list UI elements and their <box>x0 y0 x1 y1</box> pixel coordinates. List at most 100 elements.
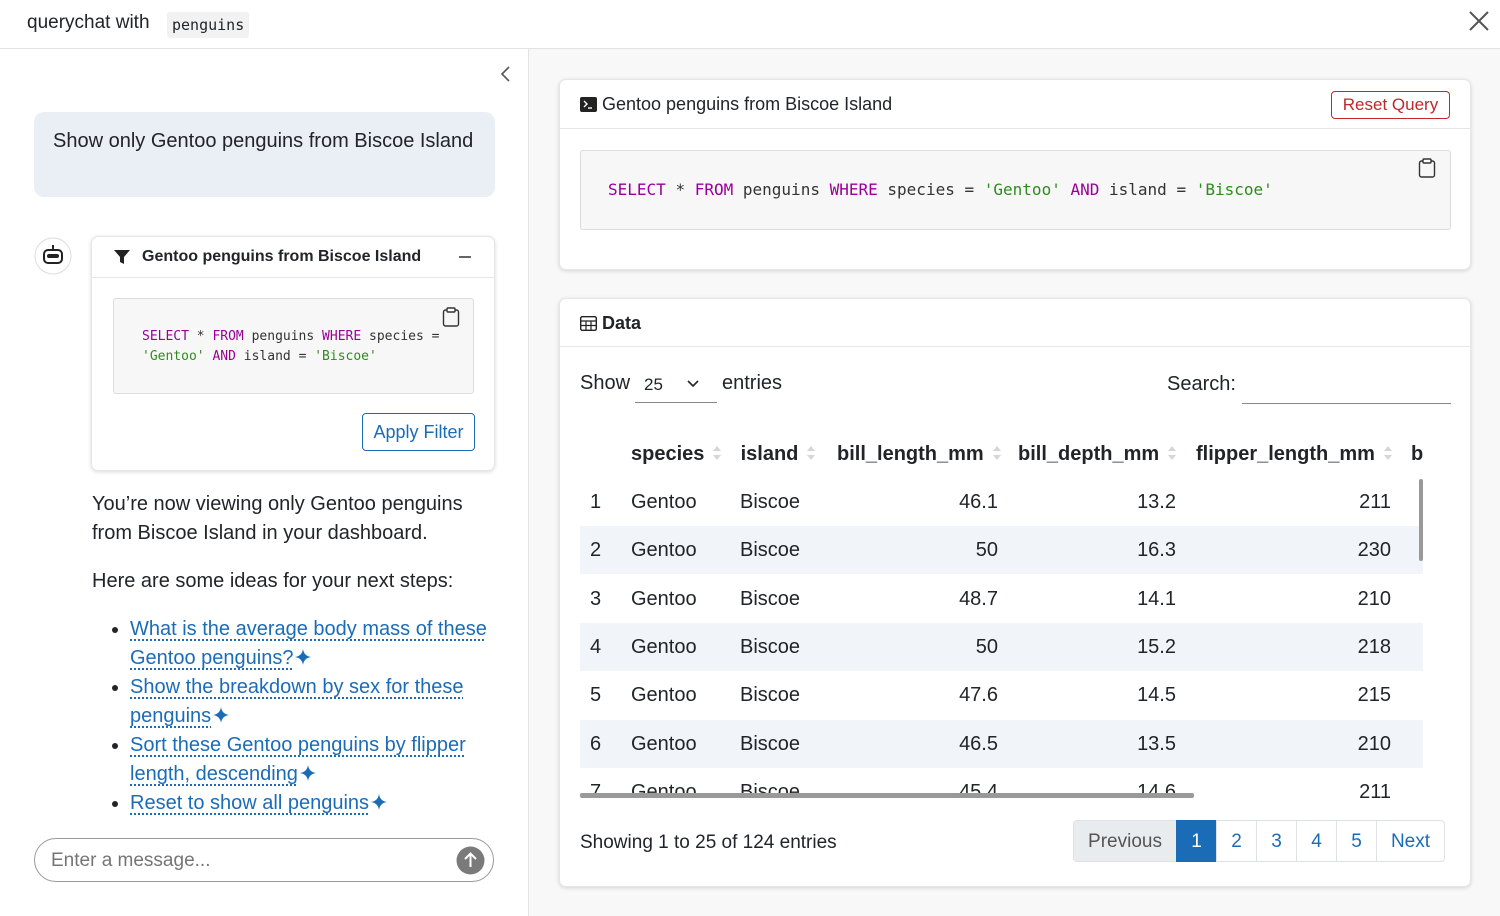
table-cell: 14.5 <box>1137 684 1176 707</box>
row-index: 4 <box>590 635 602 658</box>
suggestion-item: Sort these Gentoo penguins by flipper le… <box>130 731 492 789</box>
column-header[interactable]: island <box>740 430 817 478</box>
table-cell: 211 <box>1359 780 1391 798</box>
copy-button[interactable] <box>442 307 460 327</box>
table-cell: Biscoe <box>740 539 801 562</box>
table-cell: 13.5 <box>1137 732 1176 755</box>
page-button[interactable]: 3 <box>1256 820 1297 862</box>
collapse-card-button[interactable] <box>458 249 472 265</box>
page-length-select[interactable]: 25 <box>635 370 717 403</box>
table-cell: 210 <box>1357 587 1391 610</box>
app-title: querychat with <box>27 12 150 33</box>
close-button[interactable] <box>1468 10 1490 32</box>
sql-token: WHERE <box>829 180 878 199</box>
row-index: 6 <box>590 732 602 755</box>
row-index: 7 <box>590 780 602 798</box>
sql-token: SELECT <box>608 180 666 199</box>
vertical-scrollbar[interactable] <box>1419 479 1423 561</box>
table-cell: 48.7 <box>959 587 998 610</box>
column-header-label: island <box>740 443 799 465</box>
table-cell: 13.2 <box>1137 491 1176 513</box>
main-panel: Gentoo penguins from Biscoe Island Reset… <box>529 49 1500 916</box>
sql-token: penguins <box>742 180 820 199</box>
response-paragraph: You’re now viewing only Gentoo penguins … <box>92 493 463 544</box>
table-row: 6 Gentoo Biscoe 46.5 13.5 210 <box>580 719 1423 768</box>
horizontal-scrollbar[interactable] <box>580 793 1194 798</box>
page-button[interactable]: 5 <box>1336 820 1377 862</box>
table-cell: Gentoo <box>631 587 697 610</box>
sql-token: species <box>887 180 955 199</box>
tool-card-title: Gentoo penguins from Biscoe Island <box>142 248 422 265</box>
page-button[interactable]: 4 <box>1296 820 1337 862</box>
row-index: 1 <box>590 491 602 513</box>
previous-button[interactable]: Previous <box>1073 820 1177 862</box>
table-row: 5 Gentoo Biscoe 47.6 14.5 215 <box>580 671 1423 719</box>
sql-token: 'Biscoe' <box>1195 180 1273 199</box>
table-cell: Biscoe <box>740 587 801 610</box>
chat-sidebar: Show only Gentoo penguins from Biscoe Is… <box>0 49 529 916</box>
terminal-icon <box>580 97 597 112</box>
table-row: 2 Gentoo Biscoe 50 16.3 230 <box>580 526 1423 575</box>
next-button[interactable]: Next <box>1376 820 1445 862</box>
sql-token: species <box>369 329 424 344</box>
table-row: 1 Gentoo Biscoe 46.1 13.2 211 <box>580 478 1423 526</box>
table-cell: Biscoe <box>740 491 801 513</box>
column-header[interactable]: bill_depth_mm <box>1018 430 1177 478</box>
table-body: 1 Gentoo Biscoe 46.1 13.2 211 2 Gentoo Biscoe 50 1… <box>580 478 1423 798</box>
header: querychat with penguins <box>0 0 1500 49</box>
apply-filter-button[interactable]: Apply Filter <box>362 413 475 451</box>
suggestion-link[interactable]: Sort these Gentoo penguins by flipper le… <box>130 734 466 785</box>
column-header[interactable]: species <box>631 430 722 478</box>
table-cell: Gentoo <box>631 491 697 513</box>
table-cell: 211 <box>1359 491 1391 513</box>
column-header[interactable]: bill_length_mm <box>837 430 1001 478</box>
column-header[interactable]: flipper_length_mm <box>1196 430 1392 478</box>
suggestion-link[interactable]: Show the breakdown by sex for these peng… <box>130 676 464 727</box>
table-cell: 210 <box>1357 732 1391 755</box>
sql-token: 'Gentoo' <box>983 180 1061 199</box>
suggestion-link[interactable]: Reset to show all penguins <box>130 792 370 814</box>
search-input[interactable] <box>1242 371 1451 404</box>
collapse-button[interactable] <box>498 65 512 83</box>
tool-card: Gentoo penguins from Biscoe Island SELEC… <box>91 236 495 471</box>
pagination: Previous 1 2 3 4 5 Next <box>1073 820 1451 862</box>
table-cell: Gentoo <box>631 684 697 707</box>
message-input[interactable] <box>49 847 443 875</box>
sql-token: island <box>243 349 291 364</box>
sql-token: * <box>675 180 686 199</box>
column-header-label: flipper_length_mm <box>1196 443 1375 465</box>
reset-query-button[interactable]: Reset Query <box>1331 91 1450 119</box>
query-title: Gentoo penguins from Biscoe Island <box>602 94 893 114</box>
table-cell: Gentoo <box>631 635 697 658</box>
column-header-label: bill_length_mm <box>837 443 984 465</box>
search-label: Search: <box>1167 373 1236 395</box>
sql-token: 'Biscoe' <box>314 349 377 364</box>
sql-token: AND <box>1070 180 1100 199</box>
send-button[interactable] <box>456 846 485 875</box>
sql-token: = <box>298 349 307 364</box>
table-cell: 218 <box>1357 635 1391 658</box>
column-header[interactable]: b <box>1411 430 1423 478</box>
entries-label: entries <box>722 372 783 394</box>
page-button[interactable]: 2 <box>1216 820 1257 862</box>
copy-button[interactable] <box>1418 158 1436 178</box>
sql-token: island <box>1109 180 1167 199</box>
table-info: Showing 1 to 25 of 124 entries <box>580 832 837 853</box>
suggestion-link[interactable]: What is the average body mass of these G… <box>130 618 487 669</box>
data-title: Data <box>602 313 642 333</box>
sql-token: 'Gentoo' <box>142 349 205 364</box>
table-header: species island bill_length_mm bill_depth_mm… <box>580 430 1423 478</box>
filter-icon <box>114 250 130 264</box>
page-button[interactable]: 1 <box>1176 820 1217 862</box>
sql-token: = <box>964 180 975 199</box>
show-label: Show <box>580 372 631 394</box>
code-block: SELECT * FROM penguins WHERE species = '… <box>580 150 1451 230</box>
table-cell: Biscoe <box>740 732 801 755</box>
table-cell: 47.6 <box>959 684 998 707</box>
table-cell: 50 <box>975 635 998 658</box>
suggestion-item: Reset to show all penguins <box>130 789 492 818</box>
sql-token: FROM <box>212 329 244 344</box>
suggestion-item: Show the breakdown by sex for these peng… <box>130 673 492 731</box>
column-header-label: bill_depth_mm <box>1018 443 1160 465</box>
